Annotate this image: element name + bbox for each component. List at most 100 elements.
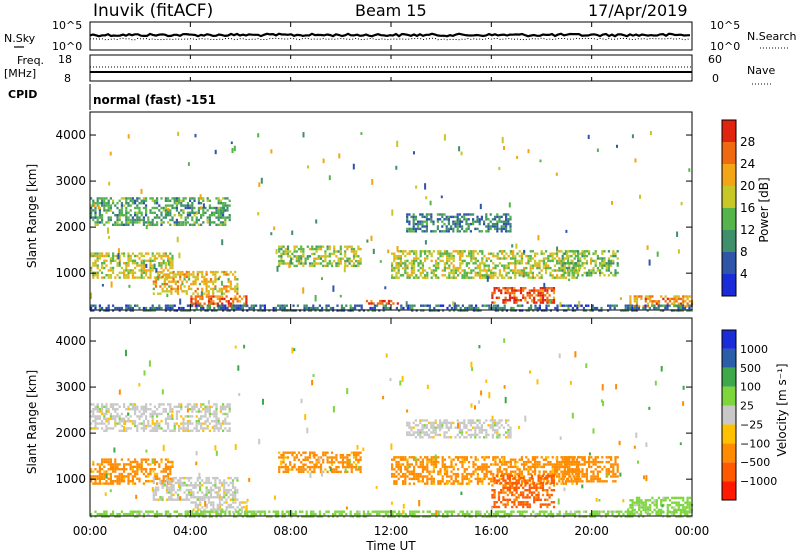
echo-cell [568, 475, 571, 478]
echo-cell [215, 206, 218, 210]
echo-cell [103, 417, 106, 420]
echo-cell [592, 477, 595, 481]
echo-cell [190, 476, 193, 480]
echo-cell [153, 257, 156, 260]
echo-cell [152, 498, 155, 501]
echo-cell [502, 479, 505, 482]
echo-cell [90, 292, 93, 300]
echo-cell [123, 477, 126, 480]
echo-cell [511, 474, 514, 477]
echo-cell [169, 405, 172, 408]
echo-cell [355, 453, 358, 457]
echo-cell [496, 468, 499, 471]
echo-cell [181, 273, 184, 276]
echo-cell [116, 482, 119, 485]
echo-cell [483, 304, 486, 307]
echo-cell [550, 474, 553, 477]
echo-cell [209, 488, 213, 492]
echo-cell [594, 468, 597, 471]
echo-cell [479, 477, 482, 481]
echo-cell [391, 274, 394, 277]
echo-cell [507, 218, 510, 221]
echo-cell [544, 489, 547, 492]
echo-cell [616, 257, 619, 260]
echo-cell [167, 257, 170, 260]
echo-cell [399, 463, 402, 466]
echo-cell [194, 481, 197, 485]
echo-cell [542, 262, 545, 265]
echo-cell [574, 254, 577, 258]
echo-cell [415, 252, 418, 255]
echo-cell [193, 206, 196, 210]
echo-cell [402, 463, 405, 466]
echo-cell [214, 484, 217, 487]
echo-cell [118, 223, 121, 226]
echo-cell [204, 405, 207, 408]
echo-cell [189, 206, 192, 210]
echo-cell [425, 230, 428, 233]
echo-cell [596, 148, 599, 152]
echo-cell [291, 230, 294, 235]
echo-cell [114, 276, 117, 279]
echo-cell [419, 250, 422, 253]
echo-cell [176, 292, 180, 295]
echo-cell [492, 304, 495, 307]
echo-cell [142, 223, 145, 226]
echo-cell [417, 257, 420, 260]
echo-cell [221, 503, 224, 507]
echo-cell [527, 468, 530, 471]
echo-cell [339, 245, 342, 248]
echo-cell [125, 415, 128, 418]
echo-cell [412, 218, 415, 221]
echo-cell [561, 269, 564, 272]
echo-cell [103, 276, 106, 279]
echo-cell [169, 460, 172, 464]
echo-cell [485, 257, 488, 260]
echo-cell [461, 304, 464, 307]
echo-cell [105, 405, 108, 408]
echo-cell [225, 300, 228, 303]
echo-cell [134, 266, 137, 270]
echo-cell [319, 262, 323, 265]
echo-cell [492, 271, 495, 275]
echo-cell [149, 412, 152, 416]
echo-cell [514, 266, 517, 270]
echo-cell [212, 290, 215, 293]
echo-cell [558, 266, 561, 270]
echo-cell [498, 218, 501, 221]
echo-cell [216, 297, 219, 301]
echo-cell [311, 451, 314, 454]
echo-cell [571, 482, 574, 485]
echo-cell [140, 262, 143, 265]
echo-cell [408, 250, 411, 253]
echo-cell [207, 481, 210, 485]
echo-cell [182, 211, 185, 214]
echo-cell [201, 496, 204, 499]
echo-cell [492, 274, 495, 277]
echo-cell [498, 269, 501, 272]
echo-cell [194, 302, 197, 305]
echo-cell [125, 199, 128, 202]
echo-cell [596, 477, 599, 481]
echo-cell [348, 463, 351, 466]
echo-cell [686, 295, 689, 298]
echo-cell [556, 304, 559, 307]
echo-cell [400, 306, 403, 310]
echo-cell [127, 427, 130, 430]
echo-cell [339, 456, 342, 459]
echo-cell [165, 273, 169, 276]
echo-cell [479, 250, 482, 253]
echo-cell [581, 458, 584, 461]
echo-cell [142, 259, 145, 262]
echo-cell [512, 252, 515, 255]
echo-cell [556, 246, 559, 251]
echo-cell [276, 265, 279, 272]
echo-cell [549, 254, 552, 258]
echo-cell [175, 221, 178, 224]
echo-cell [493, 287, 496, 290]
echo-cell [94, 221, 97, 224]
echo-cell [94, 480, 97, 483]
echo-cell [201, 506, 204, 509]
echo-cell [131, 306, 134, 310]
echo-cell [168, 496, 171, 499]
